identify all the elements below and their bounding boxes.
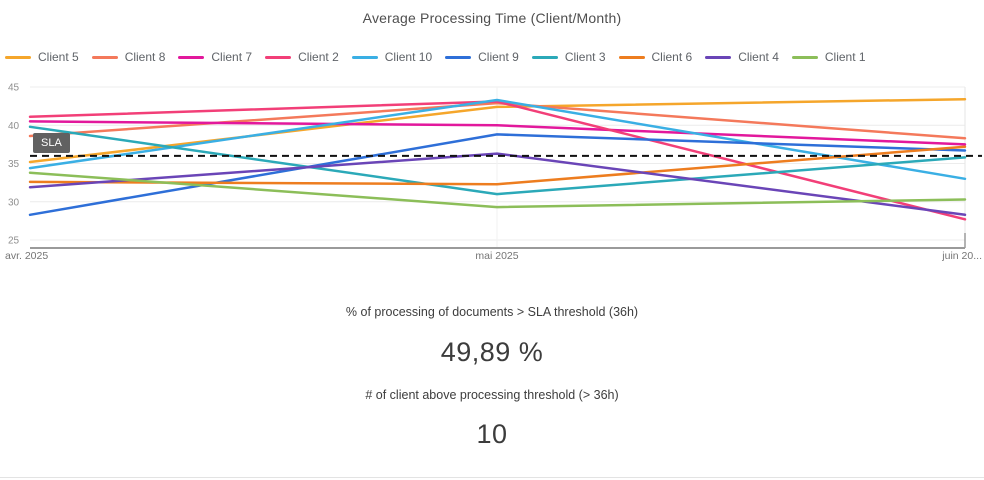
- legend-swatch: [178, 55, 205, 59]
- legend-item-label: Client 8: [124, 50, 166, 64]
- legend-item-label: Client 4: [738, 50, 779, 64]
- line-chart-plot-area: 45 40 35 30 25: [0, 75, 984, 261]
- y-axis-tick-label: 35: [8, 159, 20, 170]
- series-line-client-3[interactable]: [28, 125, 967, 196]
- bottom-divider: [0, 477, 984, 478]
- legend-item-client-2[interactable]: Client 2: [265, 50, 339, 64]
- legend-item-label: Client 9: [478, 50, 519, 64]
- x-axis-label-may: mai 2025: [475, 250, 519, 262]
- legend-swatch: [91, 55, 118, 59]
- line-chart-svg: 45 40 35 30 25: [8, 83, 982, 249]
- legend-item-label: Client 5: [38, 50, 79, 64]
- y-axis-tick-label: 30: [8, 197, 20, 208]
- x-axis-label-june: juin 20...: [942, 250, 982, 262]
- legend-swatch: [265, 55, 292, 59]
- kpi-sla-percentage-label: % of processing of documents > SLA thres…: [345, 305, 639, 319]
- kpi-client-count-label: # of client above processing threshold (…: [365, 388, 619, 402]
- legend-item-client-4[interactable]: Client 4: [705, 50, 779, 64]
- legend-item-client-10[interactable]: Client 10: [351, 50, 433, 64]
- series-line-client-1[interactable]: [28, 171, 967, 209]
- legend-item-client-6[interactable]: Client 6: [618, 50, 693, 64]
- series-line-client-2[interactable]: [28, 100, 967, 221]
- legend-item-label: Client 3: [564, 50, 606, 64]
- legend-swatch: [351, 55, 378, 59]
- legend-swatch: [705, 55, 732, 59]
- kpi-client-count-value: 10: [476, 419, 508, 449]
- series-line-client-7[interactable]: [28, 120, 967, 146]
- series-line-client-6[interactable]: [28, 145, 967, 186]
- legend-item-label: Client 2: [298, 50, 339, 64]
- kpi-sla-percentage-value: 49,89 %: [440, 337, 544, 367]
- x-axis-label-april: avr. 2025: [5, 250, 49, 262]
- legend-item-client-5[interactable]: Client 5: [5, 50, 79, 64]
- legend-item-client-9[interactable]: Client 9: [445, 50, 519, 64]
- y-axis-tick-label: 40: [8, 121, 20, 132]
- chart-legend: Client 5 Client 8 Client 7 Client 2 Client 1…: [5, 50, 866, 64]
- series-line-client-5[interactable]: [28, 97, 967, 164]
- legend-swatch: [445, 55, 472, 59]
- legend-swatch: [618, 55, 645, 59]
- legend-item-label: Client 6: [651, 50, 693, 64]
- legend-item-label: Client 10: [384, 50, 433, 64]
- legend-item-client-7[interactable]: Client 7: [178, 50, 252, 64]
- legend-swatch: [531, 55, 558, 59]
- y-axis-tick-label: 25: [8, 236, 20, 247]
- legend-swatch: [5, 55, 31, 59]
- series-line-client-8[interactable]: [28, 101, 967, 140]
- legend-item-client-8[interactable]: Client 8: [91, 50, 166, 64]
- series-line-client-4[interactable]: [28, 152, 967, 217]
- legend-item-label: Client 1: [824, 50, 866, 64]
- sla-badge: SLA: [33, 133, 70, 153]
- series-line-client-10[interactable]: [28, 98, 967, 181]
- chart-title: Average Processing Time (Client/Month): [362, 10, 622, 26]
- legend-item-client-1[interactable]: Client 1: [791, 50, 866, 64]
- legend-item-client-3[interactable]: Client 3: [531, 50, 606, 64]
- legend-swatch: [791, 55, 818, 59]
- series-line-client-9[interactable]: [28, 133, 967, 217]
- y-axis-tick-label: 45: [8, 83, 20, 94]
- legend-item-label: Client 7: [211, 50, 253, 64]
